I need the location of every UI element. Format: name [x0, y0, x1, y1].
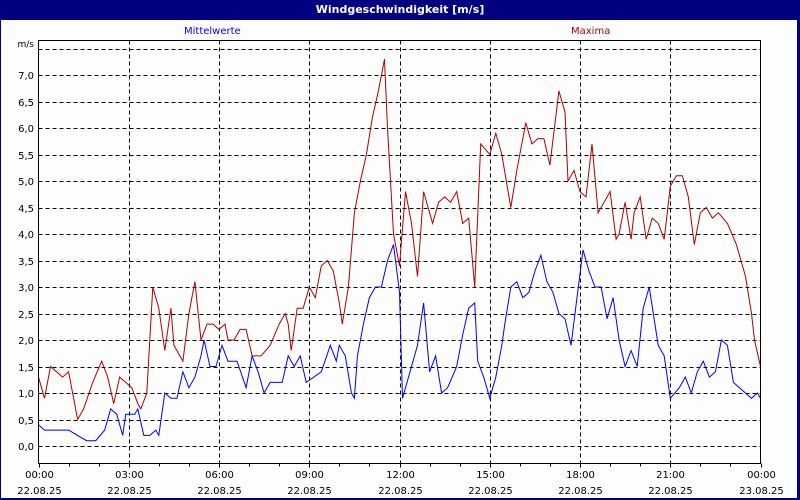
x-tick-date: 22.08.25	[287, 486, 332, 497]
chart-panel: Mittelwerte Maxima	[1, 20, 797, 498]
legend-mittelwerte: Mittelwerte	[184, 26, 241, 37]
x-tick-time: 00:00	[747, 470, 776, 481]
series-mittelwerte-line	[38, 244, 761, 442]
plot-frame	[38, 40, 761, 464]
x-tick-time: 15:00	[476, 470, 505, 481]
y-tick-label: 2,0	[18, 336, 34, 347]
y-tick-label: 3,0	[18, 283, 34, 294]
x-tick-time: 03:00	[115, 470, 144, 481]
y-tick-label: 2,5	[18, 310, 34, 321]
x-tick-date: 22.08.25	[648, 486, 693, 497]
y-tick-label: 7,0	[18, 71, 34, 82]
y-tick-label: 1,5	[18, 363, 34, 374]
y-unit-label: m/s	[18, 40, 35, 50]
x-tick-date: 22.08.25	[107, 486, 152, 497]
x-tick-date: 22.08.25	[558, 486, 603, 497]
y-tick-label: 1,0	[18, 389, 34, 400]
y-tick-label: 5,0	[18, 177, 34, 188]
x-tick-time: 06:00	[205, 470, 234, 481]
x-tick-date: 22.08.25	[17, 486, 62, 497]
y-tick-label: 6,5	[18, 98, 34, 109]
legend-maxima: Maxima	[571, 26, 611, 37]
y-tick-label: 4,5	[18, 204, 34, 215]
chart-title-bar: Windgeschwindigkeit [m/s]	[0, 0, 800, 20]
x-tick-time: 21:00	[656, 470, 685, 481]
x-tick-time: 18:00	[566, 470, 595, 481]
grid-lines	[38, 40, 761, 464]
y-axis: 0,0 0,5 1,0 1,5 2,0 2,5 3,0 3,5 4,0 4,5 5,0 5,5 6,0 6…	[18, 40, 35, 453]
x-tick-time: 09:00	[295, 470, 324, 481]
x-tick-date: 22.08.25	[468, 486, 513, 497]
x-tick-time: 12:00	[386, 470, 415, 481]
y-tick-label: 5,5	[18, 151, 34, 162]
series-maxima-line	[38, 59, 761, 421]
y-tick-label: 3,5	[18, 257, 34, 268]
x-tick-date: 22.08.25	[378, 486, 423, 497]
x-tick-date: 23.08.25	[739, 486, 784, 497]
x-tick-date: 22.08.25	[197, 486, 242, 497]
y-tick-label: 0,0	[18, 442, 34, 453]
chart-title: Windgeschwindigkeit [m/s]	[315, 3, 485, 16]
x-tick-time: 00:00	[25, 470, 54, 481]
x-axis: 00:00 22.08.25 03:00 22.08.25 06:00 22.08.25 0…	[17, 463, 784, 497]
y-tick-label: 6,0	[18, 124, 34, 135]
y-tick-label: 4,0	[18, 230, 34, 241]
y-tick-label: 0,5	[18, 416, 34, 427]
